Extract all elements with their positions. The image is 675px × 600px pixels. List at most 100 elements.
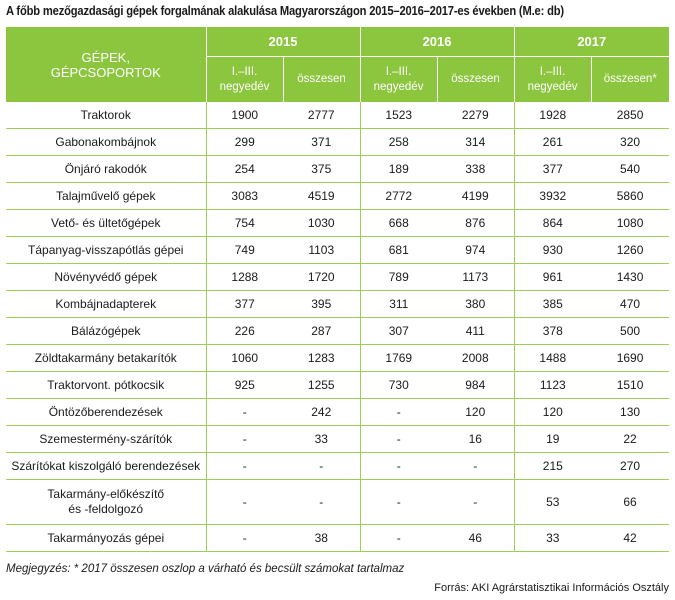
value-cell: 226 <box>206 317 283 345</box>
subheader-2017-total: összesen* <box>591 56 670 102</box>
value-cell: 254 <box>206 155 283 183</box>
value-cell: 33 <box>283 425 361 453</box>
value-cell: 33 <box>514 524 592 552</box>
table-row: Kombájnadapterek 377 395 311 380 385 470 <box>6 290 670 318</box>
value-cell: 42 <box>591 524 670 552</box>
value-cell: 377 <box>206 290 283 318</box>
value-cell: 385 <box>514 290 592 318</box>
value-cell: 1030 <box>283 209 361 237</box>
value-cell: 3083 <box>206 182 283 210</box>
value-cell: - <box>360 452 438 480</box>
value-cell: 1900 <box>206 102 283 129</box>
value-cell: 19 <box>514 425 592 453</box>
value-cell: 53 <box>514 479 592 525</box>
value-cell: - <box>437 452 515 480</box>
value-cell: 1523 <box>360 102 438 129</box>
value-cell: 984 <box>437 371 515 399</box>
value-cell: 500 <box>591 317 670 345</box>
value-cell: - <box>283 479 361 525</box>
value-cell: 270 <box>591 452 670 480</box>
value-cell: 378 <box>514 317 592 345</box>
table-row: Vető- és ültetőgépek 754 1030 668 876 864 1080 <box>6 209 670 237</box>
value-cell: 130 <box>591 398 670 426</box>
row-label: Gabonakombájnok <box>6 128 207 156</box>
row-label: Zöldtakarmány betakarítók <box>6 344 207 372</box>
value-cell: 66 <box>591 479 670 525</box>
value-cell: 215 <box>514 452 592 480</box>
table-row: Takarmány-előkészítő és -feldolgozó - - - -5… <box>6 479 670 525</box>
value-cell: - <box>437 479 515 525</box>
subheader-2016-q: I.–III. negyedév <box>360 56 438 102</box>
row-label: Vető- és ültetőgépek <box>6 209 207 237</box>
value-cell: 1080 <box>591 209 670 237</box>
row-label: Takarmány-előkészítő és -feldolgozó <box>6 479 207 525</box>
row-label: Traktorvont. pótkocsik <box>6 371 207 399</box>
footnote: Megjegyzés: * 2017 összesen oszlop a vár… <box>6 563 405 575</box>
table-row: Tápanyag-visszapótlás gépei 749 1103 681 974… <box>6 236 670 264</box>
table-row: Zöldtakarmány betakarítók 1060 1283 1769 200… <box>6 344 670 372</box>
table-row: Takarmányozás gépei -38-46 33 42 <box>6 524 670 552</box>
value-cell: 2008 <box>437 344 515 372</box>
value-cell: - <box>206 398 283 426</box>
value-cell: 2279 <box>437 102 515 129</box>
value-cell: 876 <box>437 209 515 237</box>
value-cell: 681 <box>360 236 438 264</box>
value-cell: 1260 <box>591 236 670 264</box>
value-cell: - <box>206 479 283 525</box>
value-cell: 754 <box>206 209 283 237</box>
value-cell: - <box>283 452 361 480</box>
value-cell: 1255 <box>283 371 361 399</box>
value-cell: 2777 <box>283 102 361 129</box>
value-cell: 2772 <box>360 182 438 210</box>
value-cell: 377 <box>514 155 592 183</box>
value-cell: 1690 <box>591 344 670 372</box>
table-row: Öntözőberendezések -242-120 120 130 <box>6 398 670 426</box>
value-cell: 320 <box>591 128 670 156</box>
value-cell: 314 <box>437 128 515 156</box>
value-cell: 1510 <box>591 371 670 399</box>
value-cell: 668 <box>360 209 438 237</box>
value-cell: 1720 <box>283 263 361 291</box>
value-cell: 789 <box>360 263 438 291</box>
value-cell: 307 <box>360 317 438 345</box>
table-row: Gabonakombájnok 299 371 258 314 261 320 <box>6 128 670 156</box>
value-cell: 1288 <box>206 263 283 291</box>
value-cell: 5860 <box>591 182 670 210</box>
value-cell: 371 <box>283 128 361 156</box>
value-cell: 338 <box>437 155 515 183</box>
value-cell: 961 <box>514 263 592 291</box>
value-cell: 1283 <box>283 344 361 372</box>
table-body: Traktorok 1900 2777 1523 2279 1928 2850 Gabonak… <box>6 102 670 552</box>
subheader-2017-q: I.–III. negyedév <box>514 56 592 102</box>
row-label: Növényvédő gépek <box>6 263 207 291</box>
value-cell: 375 <box>283 155 361 183</box>
value-cell: 46 <box>437 524 515 552</box>
value-cell: 930 <box>514 236 592 264</box>
value-cell: - <box>206 425 283 453</box>
table-row: Önjáró rakodók 254 375 189 338 377 540 <box>6 155 670 183</box>
value-cell: 189 <box>360 155 438 183</box>
table-row: Traktorok 1900 2777 1523 2279 1928 2850 <box>6 102 670 129</box>
value-cell: 925 <box>206 371 283 399</box>
value-cell: - <box>360 425 438 453</box>
value-cell: 38 <box>283 524 361 552</box>
row-label: Bálázógépek <box>6 317 207 345</box>
table-row: Szárítókat kiszolgáló berendezések - - - -21… <box>6 452 670 480</box>
machinery-sales-table: GÉPEK, GÉPCSOPORTOK 2015 2016 2017 I.–II… <box>6 27 670 552</box>
year-header-2017: 2017 <box>514 27 670 57</box>
value-cell: 4199 <box>437 182 515 210</box>
value-cell: - <box>360 398 438 426</box>
row-label: Traktorok <box>6 102 207 129</box>
value-cell: - <box>360 479 438 525</box>
table-row: Növényvédő gépek 1288 1720 789 1173 961 1430 <box>6 263 670 291</box>
subheader-2015-q: I.–III. negyedév <box>206 56 284 102</box>
value-cell: 1060 <box>206 344 283 372</box>
row-label: Takarmányozás gépei <box>6 524 207 552</box>
subheader-2016-total: összesen <box>437 56 515 102</box>
value-cell: 22 <box>591 425 670 453</box>
table-title: A főbb mezőgazdasági gépek forgalmának a… <box>6 3 564 18</box>
value-cell: 4519 <box>283 182 361 210</box>
row-label: Kombájnadapterek <box>6 290 207 318</box>
value-cell: 120 <box>437 398 515 426</box>
value-cell: 411 <box>437 317 515 345</box>
